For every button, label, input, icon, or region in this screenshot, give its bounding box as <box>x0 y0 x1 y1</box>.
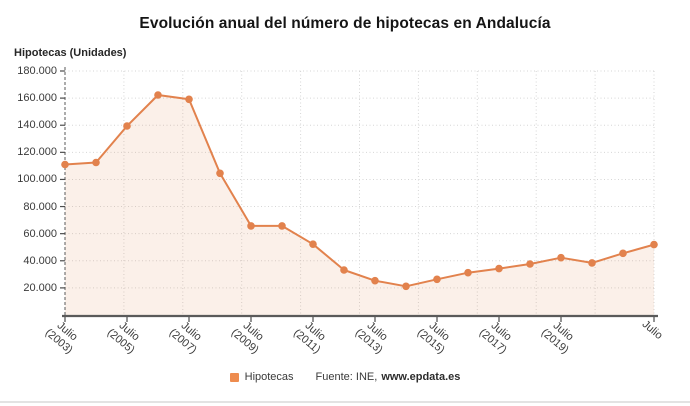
data-point[interactable] <box>340 266 348 274</box>
y-axis-label: 80.000 <box>23 200 57 213</box>
data-point[interactable] <box>61 160 69 169</box>
legend-swatch-icon <box>229 372 239 382</box>
source-prefix: Fuente: INE, <box>315 371 378 383</box>
data-point[interactable] <box>247 222 255 230</box>
data-point[interactable] <box>123 122 131 130</box>
data-point[interactable] <box>92 158 100 167</box>
data-point[interactable] <box>495 264 503 273</box>
data-point[interactable] <box>154 91 162 99</box>
y-axis-label: 120.000 <box>17 146 57 159</box>
y-axis-label: 160.000 <box>17 92 57 105</box>
chart-footer: Hipotecas Fuente: INE, www.epdata.es <box>0 371 690 383</box>
series-line <box>64 94 655 288</box>
y-axis-label: 140.000 <box>17 119 57 132</box>
bottom-divider <box>0 401 690 403</box>
y-axis-label: 40.000 <box>23 254 57 267</box>
source-text: Fuente: INE, www.epdata.es <box>316 371 461 383</box>
legend-item-hipotecas[interactable]: Hipotecas <box>229 371 294 383</box>
data-point[interactable] <box>464 268 472 277</box>
data-point[interactable] <box>557 253 565 262</box>
data-point[interactable] <box>526 260 534 268</box>
data-point[interactable] <box>588 259 596 267</box>
source-link[interactable]: www.epdata.es <box>381 371 461 383</box>
y-axis-label: 60.000 <box>23 227 57 240</box>
data-point[interactable] <box>309 240 317 248</box>
data-point[interactable] <box>402 282 410 291</box>
y-axis-unit-label: Hipotecas (Unidades) <box>14 47 127 59</box>
series-area <box>65 95 654 315</box>
data-point[interactable] <box>216 169 224 178</box>
y-axis-label: 20.000 <box>23 281 57 294</box>
data-point[interactable] <box>433 275 441 284</box>
chart-title: Evolución anual del número de hipotecas … <box>139 15 551 32</box>
data-point[interactable] <box>619 249 627 258</box>
data-point[interactable] <box>185 95 193 104</box>
legend-label: Hipotecas <box>244 371 294 383</box>
data-point[interactable] <box>371 276 379 285</box>
y-axis-label: 180.000 <box>17 65 57 77</box>
data-point[interactable] <box>278 222 286 230</box>
y-axis-label: 100.000 <box>17 173 57 186</box>
data-point[interactable] <box>650 240 658 249</box>
